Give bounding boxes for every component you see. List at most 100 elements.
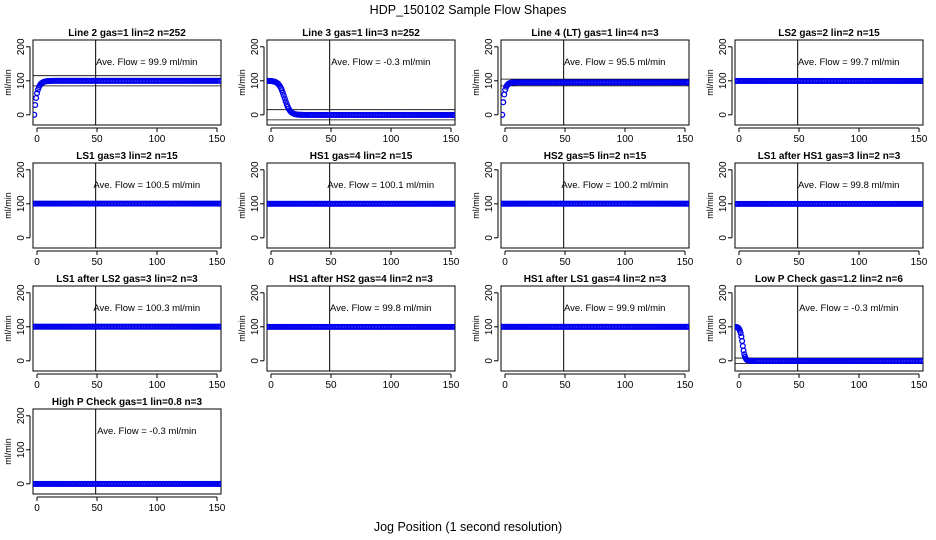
data-point bbox=[279, 89, 286, 96]
y-tick-label: 100 bbox=[718, 195, 729, 212]
x-tick-label: 50 bbox=[91, 134, 103, 145]
y-tick-label: 0 bbox=[16, 481, 27, 487]
x-tick-label: 50 bbox=[325, 257, 337, 268]
data-points bbox=[501, 200, 689, 207]
data-point bbox=[281, 95, 288, 102]
y-tick-label: 0 bbox=[484, 112, 495, 118]
data-point bbox=[685, 79, 689, 86]
data-point bbox=[33, 111, 38, 118]
y-tick-label: 100 bbox=[250, 195, 261, 212]
x-tick-label: 100 bbox=[149, 380, 166, 391]
data-point bbox=[280, 92, 287, 99]
plot-frame bbox=[32, 408, 222, 495]
data-point bbox=[451, 323, 455, 330]
average-flow-annotation: Ave. Flow = 99.7 ml/min bbox=[798, 57, 899, 68]
x-tick-label: 50 bbox=[793, 380, 805, 391]
average-flow-annotation: Ave. Flow = 99.9 ml/min bbox=[564, 303, 665, 314]
x-tick-label: 100 bbox=[617, 380, 634, 391]
data-points bbox=[501, 79, 689, 118]
x-tick-label: 100 bbox=[851, 257, 868, 268]
average-flow-annotation: Ave. Flow = 100.5 ml/min bbox=[93, 180, 200, 191]
x-tick-label: 0 bbox=[34, 257, 40, 268]
y-tick-label: 200 bbox=[16, 38, 27, 55]
data-point bbox=[217, 200, 221, 207]
x-tick-label: 150 bbox=[209, 380, 226, 391]
x-tick-label: 0 bbox=[736, 380, 742, 391]
data-point bbox=[919, 357, 923, 364]
data-points bbox=[735, 77, 923, 84]
chart-panel: HS1 after HS2 gas=4 lin=2 n=3 Ave. Flow =… bbox=[237, 274, 460, 391]
data-point bbox=[451, 111, 455, 118]
data-point bbox=[33, 101, 39, 109]
y-tick-label: 200 bbox=[16, 284, 27, 301]
y-axis-label: ml/min bbox=[237, 192, 247, 219]
y-tick-label: 0 bbox=[484, 235, 495, 241]
y-tick-label: 0 bbox=[16, 358, 27, 364]
data-points bbox=[267, 200, 455, 207]
data-points bbox=[267, 323, 455, 330]
average-flow-annotation: Ave. Flow = 95.5 ml/min bbox=[564, 57, 665, 68]
y-tick-label: 100 bbox=[16, 72, 27, 89]
y-tick-label: 0 bbox=[718, 235, 729, 241]
chart-panel: LS2 gas=2 lin=2 n=15 Ave. Flow = 99.7 ml/… bbox=[705, 28, 928, 145]
panel-title: HS1 gas=4 lin=2 n=15 bbox=[310, 151, 413, 162]
chart-panel: Line 3 gas=1 lin=3 n=252 Ave. Flow = -0.3… bbox=[237, 28, 460, 145]
x-tick-label: 100 bbox=[383, 134, 400, 145]
data-points bbox=[33, 480, 221, 487]
y-axis-label: ml/min bbox=[471, 69, 481, 96]
panel-title: HS1 after HS2 gas=4 lin=2 n=3 bbox=[289, 274, 433, 285]
data-points bbox=[33, 77, 221, 118]
average-flow-annotation: Ave. Flow = 99.9 ml/min bbox=[96, 57, 197, 68]
x-tick-label: 100 bbox=[149, 257, 166, 268]
y-axis-label: ml/min bbox=[705, 69, 715, 96]
data-point bbox=[737, 329, 744, 337]
x-tick-label: 50 bbox=[91, 380, 103, 391]
y-axis-label: ml/min bbox=[237, 69, 247, 96]
figure-x-axis-label: Jog Position (1 second resolution) bbox=[374, 520, 562, 534]
x-tick-label: 50 bbox=[559, 134, 571, 145]
x-tick-label: 50 bbox=[325, 134, 337, 145]
data-point bbox=[919, 77, 923, 84]
chart-panel: LS1 gas=3 lin=2 n=15 Ave. Flow = 100.5 ml… bbox=[3, 151, 226, 268]
data-point bbox=[501, 91, 508, 98]
y-tick-label: 100 bbox=[16, 441, 27, 458]
panel-title: Line 3 gas=1 lin=3 n=252 bbox=[302, 28, 420, 39]
panel-title: Low P Check gas=1.2 lin=2 n=6 bbox=[755, 274, 903, 285]
y-axis-label: ml/min bbox=[3, 192, 13, 219]
chart-panel: HS1 gas=4 lin=2 n=15 Ave. Flow = 100.1 ml… bbox=[237, 151, 460, 268]
data-point bbox=[282, 98, 289, 105]
y-tick-label: 200 bbox=[250, 38, 261, 55]
panel-title: LS1 gas=3 lin=2 n=15 bbox=[76, 151, 178, 162]
x-tick-label: 0 bbox=[502, 134, 508, 145]
x-tick-label: 100 bbox=[149, 503, 166, 514]
x-tick-label: 150 bbox=[209, 257, 226, 268]
x-tick-label: 100 bbox=[383, 257, 400, 268]
data-points bbox=[267, 77, 455, 118]
data-point bbox=[34, 89, 41, 97]
y-tick-label: 100 bbox=[16, 318, 27, 335]
chart-panel: HS1 after LS1 gas=4 lin=2 n=3 Ave. Flow =… bbox=[471, 274, 694, 391]
y-axis-label: ml/min bbox=[3, 315, 13, 342]
x-tick-label: 100 bbox=[617, 134, 634, 145]
y-tick-label: 100 bbox=[250, 318, 261, 335]
chart-panel: High P Check gas=1 lin=0.8 n=3 Ave. Flow … bbox=[3, 397, 226, 514]
y-tick-label: 200 bbox=[484, 284, 495, 301]
y-tick-label: 200 bbox=[16, 161, 27, 178]
x-tick-label: 150 bbox=[677, 134, 694, 145]
data-point bbox=[451, 200, 455, 207]
panel-title: Line 4 (LT) gas=1 lin=4 n=3 bbox=[531, 28, 659, 39]
x-tick-label: 0 bbox=[268, 380, 274, 391]
data-point bbox=[919, 200, 923, 207]
x-tick-label: 100 bbox=[851, 380, 868, 391]
y-tick-label: 0 bbox=[16, 235, 27, 241]
y-axis-label: ml/min bbox=[705, 315, 715, 342]
data-points bbox=[735, 323, 923, 364]
y-tick-label: 200 bbox=[484, 38, 495, 55]
y-tick-label: 0 bbox=[250, 112, 261, 118]
y-tick-label: 100 bbox=[16, 195, 27, 212]
average-flow-annotation: Ave. Flow = 100.2 ml/min bbox=[561, 180, 668, 191]
x-tick-label: 50 bbox=[793, 257, 805, 268]
x-tick-label: 150 bbox=[677, 380, 694, 391]
y-tick-label: 100 bbox=[484, 72, 495, 89]
